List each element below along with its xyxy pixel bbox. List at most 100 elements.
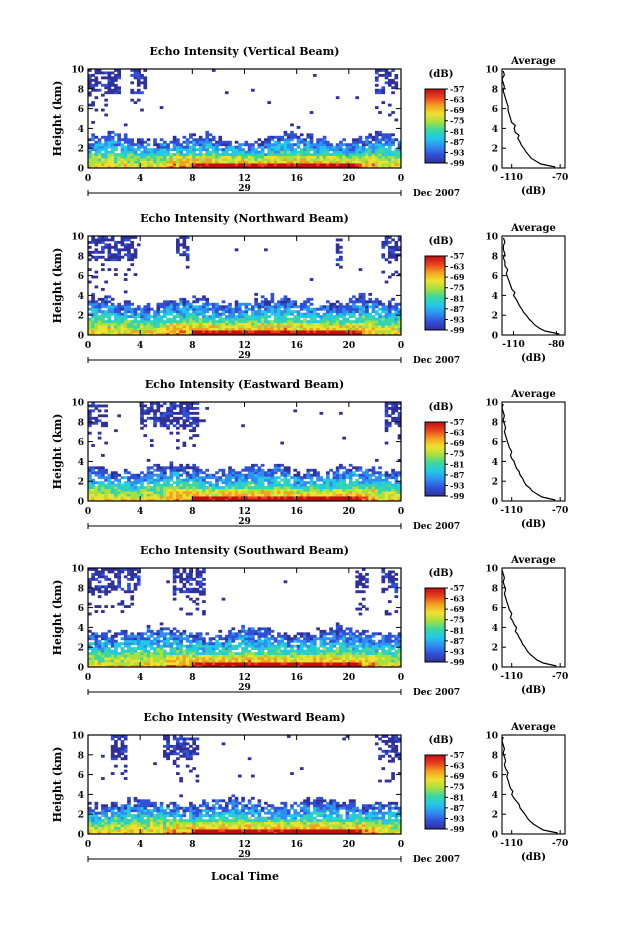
heatmap-cell — [117, 73, 121, 77]
heatmap-cell — [176, 498, 180, 501]
heatmap-cell — [176, 310, 180, 314]
heatmap-cell — [153, 315, 157, 319]
heatmap-cell — [378, 312, 382, 316]
heatmap-cell — [286, 300, 291, 304]
heatmap-cell — [254, 493, 258, 497]
heatmap-cell — [234, 320, 239, 324]
heatmap-cell — [309, 310, 314, 314]
heatmap-cell — [303, 312, 307, 316]
heatmap-cell — [264, 302, 268, 306]
heatmap-cell — [88, 421, 92, 425]
heatmap-cell — [117, 632, 121, 636]
heatmap-cell — [189, 320, 193, 324]
heatmap-cell — [182, 153, 187, 157]
heatmap-cell — [136, 69, 141, 72]
heatmap-cell — [205, 155, 210, 159]
heatmap-cell — [348, 491, 353, 494]
heatmap-cell — [384, 148, 389, 152]
heatmap-cell — [322, 491, 327, 494]
heatmap-cell — [162, 424, 167, 428]
heatmap-cell — [378, 488, 382, 492]
heatmap-cell — [169, 461, 174, 465]
heatmap-cell — [332, 160, 337, 164]
heatmap-cell — [104, 652, 108, 656]
heatmap-cell — [260, 310, 265, 314]
heatmap-cell — [290, 493, 294, 497]
heatmap-cell — [211, 138, 216, 142]
heatmap-cell — [257, 330, 262, 333]
heatmap-cell — [384, 280, 389, 284]
heatmap-cell — [345, 163, 350, 166]
heatmap-cell — [251, 310, 255, 314]
heatmap-cell — [133, 248, 138, 252]
heatmap-cell — [237, 307, 242, 311]
heatmap-cell — [368, 483, 373, 487]
heatmap-cell — [280, 155, 285, 159]
heatmap-cell — [244, 140, 249, 144]
heatmap-cell — [104, 143, 108, 147]
heatmap-cell — [280, 135, 285, 139]
heatmap-cell — [312, 165, 317, 168]
heatmap-cell — [215, 322, 219, 326]
heatmap-cell — [104, 330, 108, 333]
heatmap-cell — [94, 270, 99, 274]
heatmap-cell — [348, 148, 353, 152]
heatmap-cell — [335, 332, 340, 335]
heatmap-cell — [228, 310, 232, 314]
heatmap-cell — [352, 466, 356, 470]
x-tick-label: 12 — [238, 174, 251, 184]
heatmap-cell — [211, 150, 216, 154]
date-label: Dec 2007 — [413, 356, 460, 366]
heatmap-cell — [195, 471, 200, 475]
heatmap-cell — [205, 140, 210, 144]
heatmap-cell — [123, 496, 128, 499]
heatmap-cell — [172, 305, 177, 309]
heatmap-cell — [198, 664, 203, 667]
heatmap-cell — [88, 93, 92, 97]
heatmap-cell — [306, 327, 311, 331]
colorbar-tick-label: -99 — [450, 491, 465, 501]
heatmap-cell — [387, 315, 392, 319]
heatmap-cell — [91, 657, 95, 660]
heatmap-cell — [91, 302, 95, 306]
heatmap-cell — [378, 163, 382, 166]
heatmap-cell — [123, 486, 128, 490]
heatmap-cell — [156, 145, 161, 149]
heatmap-cell — [169, 163, 174, 166]
heatmap-cell — [267, 145, 271, 149]
heatmap-cell — [172, 327, 177, 331]
heatmap-cell — [319, 322, 324, 326]
heatmap-cell — [140, 312, 144, 316]
heatmap-cell — [371, 493, 376, 497]
heatmap-cell — [254, 330, 258, 333]
heatmap-cell — [198, 590, 203, 594]
heatmap-cell — [335, 330, 340, 333]
heatmap-cell — [179, 478, 183, 482]
heatmap-cell — [143, 657, 148, 660]
heatmap-cell — [326, 155, 330, 159]
heatmap-cell — [205, 148, 210, 152]
heatmap-cell — [107, 83, 112, 87]
heatmap-cell — [176, 421, 180, 425]
heatmap-cell — [185, 572, 190, 576]
heatmap-cell — [397, 481, 401, 485]
heatmap-cell — [394, 491, 399, 494]
heatmap-cell — [169, 310, 174, 314]
heatmap-cell — [234, 153, 239, 157]
heatmap-cell — [110, 664, 115, 667]
heatmap-cell — [387, 476, 392, 480]
heatmap-cell — [397, 434, 401, 438]
heatmap-cell — [143, 424, 148, 428]
heatmap-cell — [169, 317, 174, 321]
heatmap-cell — [176, 160, 180, 164]
heatmap-cell — [299, 155, 304, 159]
heatmap-cell — [179, 312, 183, 316]
heatmap-cell — [270, 150, 275, 154]
heatmap-cell — [123, 629, 128, 633]
heatmap-cell — [309, 158, 314, 161]
heatmap-cell — [381, 491, 386, 494]
heatmap-cell — [88, 302, 92, 306]
heatmap-cell — [202, 155, 206, 159]
heatmap-cell — [146, 624, 151, 628]
heatmap-cell — [104, 140, 108, 144]
